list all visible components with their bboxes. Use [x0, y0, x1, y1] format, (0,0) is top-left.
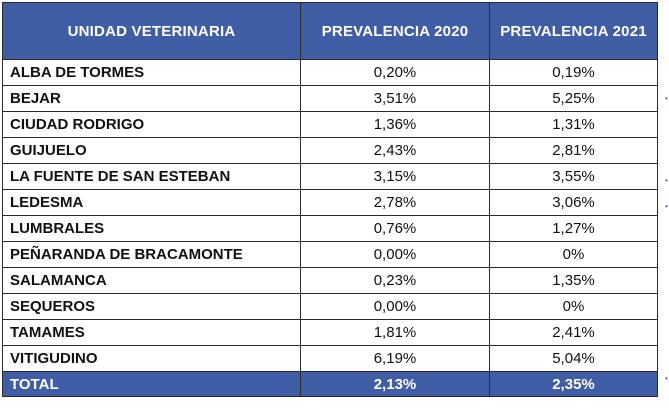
- table-body: ALBA DE TORMES 0,20% 0,19% BEJAR 3,51% 5…: [2, 59, 658, 372]
- prevalence-2020-cell: 2,43%: [300, 137, 490, 164]
- margin-tick-mark: •: [665, 94, 668, 103]
- total-label: TOTAL: [2, 371, 301, 397]
- table-row: TAMAMES 1,81% 2,41%: [2, 319, 658, 346]
- prevalence-2021-cell: 0%: [489, 293, 658, 320]
- prevalence-2020-cell: 3,15%: [300, 163, 490, 190]
- prevalence-2021-cell: 1,35%: [489, 267, 658, 294]
- unit-cell: BEJAR: [2, 85, 301, 112]
- table-row: CIUDAD RODRIGO 1,36% 1,31%: [2, 111, 658, 138]
- unit-cell: LUMBRALES: [2, 215, 301, 242]
- table-header: UNIDAD VETERINARIA PREVALENCIA 2020 PREV…: [2, 2, 658, 60]
- total-prevalence-2021: 2,35%: [489, 371, 658, 397]
- margin-tick-mark: •: [665, 202, 668, 211]
- prevalence-2020-cell: 0,00%: [300, 241, 490, 268]
- prevalence-2021-cell: 2,41%: [489, 319, 658, 346]
- unit-cell: SEQUEROS: [2, 293, 301, 320]
- total-prevalence-2020: 2,13%: [300, 371, 490, 397]
- prevalence-2020-cell: 1,81%: [300, 319, 490, 346]
- unit-cell: CIUDAD RODRIGO: [2, 111, 301, 138]
- margin-tick-mark: •: [665, 176, 668, 185]
- table-footer: TOTAL 2,13% 2,35%: [2, 371, 658, 397]
- prevalence-2020-cell: 0,23%: [300, 267, 490, 294]
- unit-cell: LEDESMA: [2, 189, 301, 216]
- prevalence-2021-cell: 0,19%: [489, 59, 658, 86]
- prevalence-2021-cell: 3,55%: [489, 163, 658, 190]
- prevalence-2020-cell: 2,78%: [300, 189, 490, 216]
- prevalence-2021-cell: 5,04%: [489, 345, 658, 372]
- unit-cell: TAMAMES: [2, 319, 301, 346]
- prevalence-2021-cell: 0%: [489, 241, 658, 268]
- prevalence-2020-cell: 0,20%: [300, 59, 490, 86]
- table-row: SEQUEROS 0,00% 0%: [2, 293, 658, 320]
- unit-cell: SALAMANCA: [2, 267, 301, 294]
- prevalence-2021-cell: 1,27%: [489, 215, 658, 242]
- margin-tick-mark: •: [665, 374, 668, 383]
- table-row: BEJAR 3,51% 5,25%: [2, 85, 658, 112]
- unit-cell: GUIJUELO: [2, 137, 301, 164]
- unit-cell: LA FUENTE DE SAN ESTEBAN: [2, 163, 301, 190]
- prevalence-table: UNIDAD VETERINARIA PREVALENCIA 2020 PREV…: [2, 2, 658, 397]
- table-row: PEÑARANDA DE BRACAMONTE 0,00% 0%: [2, 241, 658, 268]
- header-prevalence-2021: PREVALENCIA 2021: [489, 2, 658, 60]
- table-row: GUIJUELO 2,43% 2,81%: [2, 137, 658, 164]
- prevalence-2021-cell: 5,25%: [489, 85, 658, 112]
- prevalence-2020-cell: 1,36%: [300, 111, 490, 138]
- table-row: SALAMANCA 0,23% 1,35%: [2, 267, 658, 294]
- header-unit: UNIDAD VETERINARIA: [2, 2, 301, 60]
- total-row: TOTAL 2,13% 2,35%: [2, 371, 658, 397]
- unit-cell: VITIGUDINO: [2, 345, 301, 372]
- prevalence-2021-cell: 3,06%: [489, 189, 658, 216]
- prevalence-2021-cell: 1,31%: [489, 111, 658, 138]
- table-row: LA FUENTE DE SAN ESTEBAN 3,15% 3,55%: [2, 163, 658, 190]
- prevalence-2020-cell: 6,19%: [300, 345, 490, 372]
- header-prevalence-2020: PREVALENCIA 2020: [300, 2, 490, 60]
- table-row: VITIGUDINO 6,19% 5,04%: [2, 345, 658, 372]
- prevalence-2020-cell: 0,76%: [300, 215, 490, 242]
- unit-cell: PEÑARANDA DE BRACAMONTE: [2, 241, 301, 268]
- table-row: ALBA DE TORMES 0,20% 0,19%: [2, 59, 658, 86]
- table-row: LUMBRALES 0,76% 1,27%: [2, 215, 658, 242]
- prevalence-2020-cell: 0,00%: [300, 293, 490, 320]
- prevalence-2021-cell: 2,81%: [489, 137, 658, 164]
- unit-cell: ALBA DE TORMES: [2, 59, 301, 86]
- prevalence-2020-cell: 3,51%: [300, 85, 490, 112]
- table-row: LEDESMA 2,78% 3,06%: [2, 189, 658, 216]
- header-row: UNIDAD VETERINARIA PREVALENCIA 2020 PREV…: [2, 2, 658, 60]
